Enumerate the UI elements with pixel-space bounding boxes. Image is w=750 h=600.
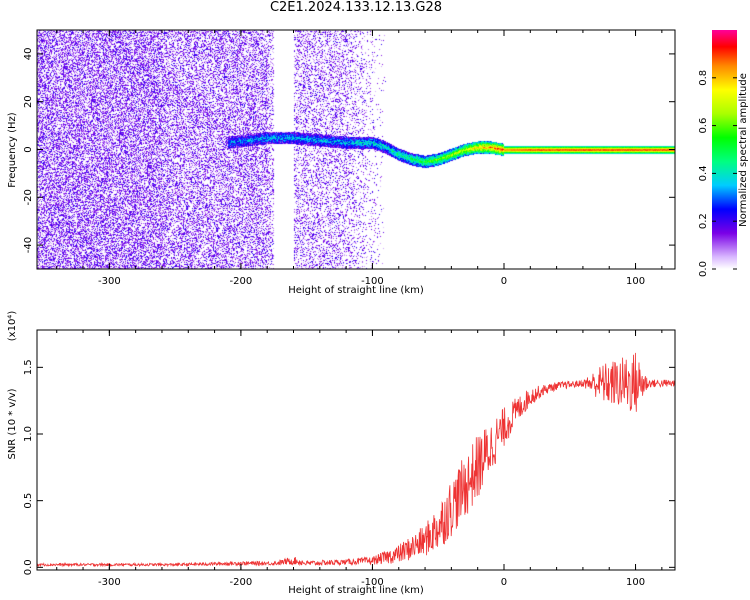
top-x-axis-label: Height of straight line (km): [288, 285, 424, 296]
y-tick-label: 1.0: [23, 426, 34, 442]
top-y-axis: -40 -20 0 20 40: [23, 48, 675, 253]
colorbar-gradient: [712, 30, 737, 269]
x-tick-label: -300: [98, 276, 121, 287]
x-tick-label: 0: [501, 577, 507, 588]
snr-series: [36, 352, 676, 568]
bottom-y-axis: 0.0 0.5 1.0 1.5: [23, 359, 675, 575]
y-tick-label: 40: [23, 48, 34, 61]
top-y-axis-label: Frequency (Hz): [7, 112, 18, 188]
bottom-x-axis-label: Height of straight line (km): [288, 585, 424, 596]
x-tick-label: -100: [361, 577, 384, 588]
bottom-x-axis: -300 -200 -100 0 100: [56, 330, 663, 588]
x-tick-label: -300: [98, 577, 121, 588]
x-tick-label: -100: [361, 276, 384, 287]
colorbar-label: Normalized spectral amplitude: [738, 73, 749, 227]
bottom-plot-area: [37, 330, 675, 570]
y-tick-label: 0: [23, 146, 34, 152]
colorbar-axis: 0.0 0.2 0.4 0.6 0.8: [698, 70, 737, 277]
y-tick-label: -40: [23, 237, 34, 253]
y-tick-label: 1.5: [23, 359, 34, 375]
chart-title: C2E1.2024.133.12.13.G28: [269, 0, 443, 15]
colorbar-tick-label: 0.2: [698, 213, 709, 229]
colorbar: 0.0 0.2 0.4 0.6 0.8 Normalized spectral ampl…: [698, 30, 749, 277]
x-tick-label: 100: [626, 577, 645, 588]
x-tick-label: 0: [501, 276, 507, 287]
y-tick-label: 20: [23, 95, 34, 108]
x-tick-label: 100: [626, 276, 645, 287]
snr-line: [36, 352, 676, 568]
bottom-y-axis-label: SNR (10 * v/v): [7, 388, 18, 459]
bottom-panel: -300 -200 -100 0 100 0.0 0.5 1.0 1.5 Height of …: [7, 311, 676, 596]
y-tick-label: 0.0: [23, 559, 34, 575]
y-tick-label: 0.5: [23, 493, 34, 509]
x-tick-label: -200: [230, 276, 253, 287]
colorbar-tick-label: 0.6: [698, 118, 709, 134]
heatmap-image: [37, 30, 675, 269]
top-x-axis: -300 -200 -100 0 100: [56, 30, 663, 287]
colorbar-tick-label: 0.0: [698, 261, 709, 277]
colorbar-tick-label: 0.8: [698, 70, 709, 86]
x-tick-label: -200: [230, 577, 253, 588]
colorbar-tick-label: 0.4: [698, 165, 709, 181]
bottom-plot-frame: [36, 329, 676, 571]
y-tick-label: -20: [23, 189, 34, 205]
bottom-y-scale-label: (x10⁴): [7, 311, 18, 342]
